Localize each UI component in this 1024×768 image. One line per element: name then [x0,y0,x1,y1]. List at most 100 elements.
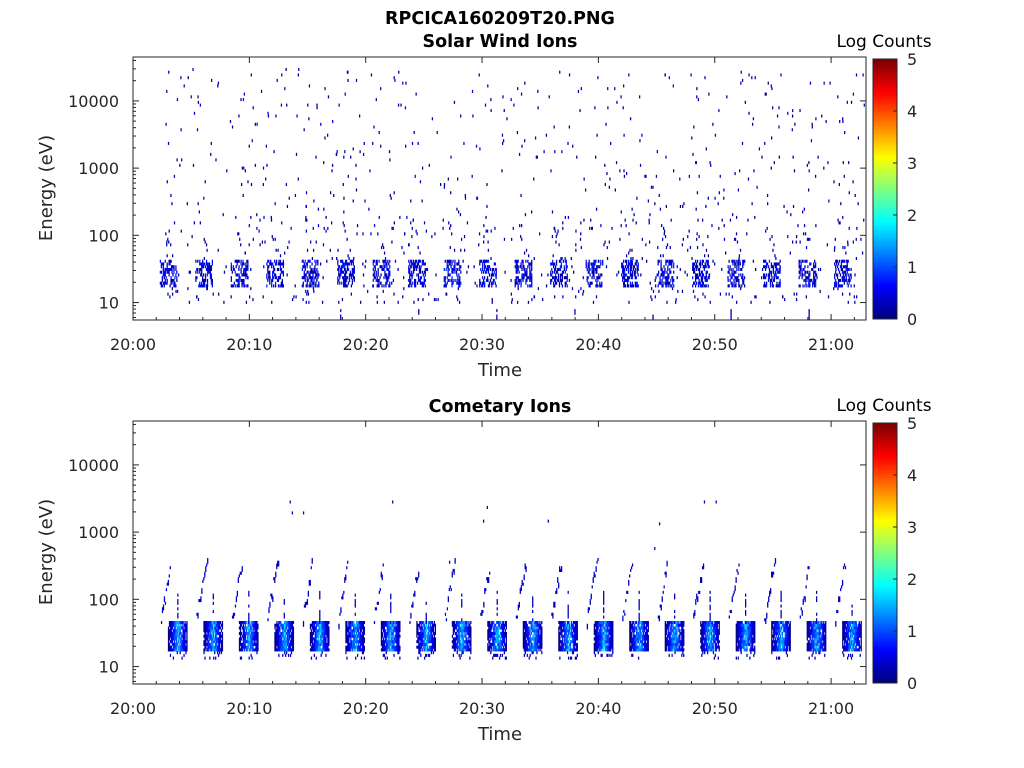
heatmap-cell [526,278,528,282]
heatmap-cell [498,620,501,625]
heatmap-cell [425,648,427,652]
heatmap-cell [204,634,206,638]
heatmap-cell [472,114,474,118]
heatmap-cell [575,295,577,299]
heatmap-cell [418,259,420,263]
heatmap-cell [551,267,553,271]
heatmap-cell [274,640,276,644]
heatmap-cell [672,259,674,263]
heatmap-cell [857,202,859,206]
heatmap-cell [171,270,173,274]
heatmap-cell [280,281,283,285]
heatmap-cell [313,626,315,630]
heatmap-cell [411,226,413,230]
heatmap-cell [407,243,410,247]
heatmap-cell [697,284,700,288]
heatmap-cell [160,284,162,288]
heatmap-cell [458,281,460,285]
heatmap-cell [445,267,447,271]
heatmap-cell [249,626,251,630]
heatmap-cell [289,648,292,652]
heatmap-cell [573,270,575,274]
heatmap-cell [813,281,815,285]
heatmap-cell [273,284,275,288]
heatmap-cell [476,284,478,288]
heatmap-cell [307,103,309,107]
heatmap-cell [319,618,321,622]
heatmap-cell [355,188,358,192]
heatmap-cell [350,637,352,641]
heatmap-cell [341,265,343,269]
heatmap-cell [356,648,359,652]
heatmap-cell [251,139,253,143]
heatmap-cell [704,265,706,269]
heatmap-cell [670,270,672,274]
heatmap-cell [215,634,217,638]
colorbar-segment [873,150,897,154]
heatmap-cell [238,259,240,263]
heatmap-cell [344,281,347,285]
heatmap-cell [169,648,172,652]
heatmap-cell [373,265,375,269]
heatmap-cell [626,281,629,285]
heatmap-cell [315,631,317,635]
heatmap-cell [557,276,560,280]
heatmap-cell [173,640,175,644]
heatmap-cell [833,180,835,184]
heatmap-cell [383,642,385,646]
heatmap-cell [249,634,251,638]
heatmap-cell [520,235,522,239]
heatmap-cell [411,604,413,608]
heatmap-cell [449,273,451,277]
heatmap-cell [304,601,307,605]
heatmap-cell [451,276,453,280]
heatmap-cell [352,620,354,625]
heatmap-cell [695,276,698,280]
heatmap-cell [515,262,517,266]
heatmap-cell [316,640,318,644]
heatmap-cell [361,634,364,638]
heatmap-cell [498,640,501,644]
heatmap-cell [391,620,393,625]
colorbar-segment [873,189,897,193]
heatmap-cell [623,259,625,263]
heatmap-cell [188,270,190,274]
heatmap-cell [423,623,425,627]
heatmap-cell [524,139,526,143]
heatmap-cell [177,623,179,627]
heatmap-cell [848,226,850,230]
heatmap-cell [520,284,522,288]
heatmap-cell [352,147,354,151]
heatmap-cell [427,620,430,625]
heatmap-cell [313,640,315,644]
heatmap-cell [429,645,432,649]
heatmap-cell [502,637,505,641]
heatmap-cell [427,629,430,633]
heatmap-cell [742,262,744,266]
heatmap-cell [298,67,300,71]
heatmap-cell [461,620,463,625]
heatmap-cell [200,267,202,271]
heatmap-cell [590,281,592,285]
heatmap-cell [344,276,347,280]
heatmap-cell [810,262,812,266]
heatmap-cell [238,273,240,277]
heatmap-cell [488,640,490,644]
heatmap-cell [798,259,800,263]
heatmap-cell [741,284,743,288]
heatmap-cell [723,224,725,228]
heatmap-cell [382,640,385,644]
heatmap-cell [665,262,667,266]
heatmap-cell [801,273,803,277]
heatmap-cell [275,574,277,578]
heatmap-cell [700,278,703,282]
heatmap-cell [290,226,292,230]
heatmap-cell [666,300,668,304]
heatmap-cell [307,593,309,597]
heatmap-cell [558,284,561,288]
heatmap-cell [314,626,316,630]
heatmap-cell [234,284,236,288]
heatmap-cell [555,259,558,263]
heatmap-cell [275,114,277,118]
heatmap-cell [342,221,344,225]
